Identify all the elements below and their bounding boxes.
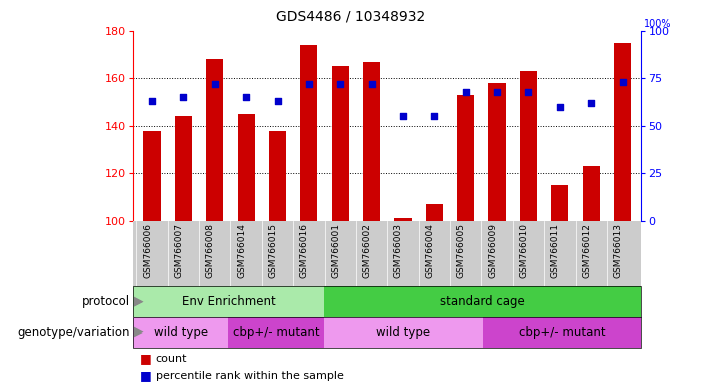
Text: ▶: ▶	[134, 327, 142, 337]
Bar	[229, 317, 324, 348]
Point	[178, 94, 189, 100]
Point	[397, 113, 409, 119]
Bar	[300, 45, 318, 221]
Text: GSM766004: GSM766004	[426, 223, 435, 278]
Bar	[482, 317, 641, 348]
Text: GSM766002: GSM766002	[362, 223, 372, 278]
Text: ■: ■	[140, 353, 152, 366]
Bar	[238, 114, 254, 221]
Bar	[614, 43, 631, 221]
Bar	[363, 61, 380, 221]
Bar	[551, 185, 569, 221]
Text: GSM766006: GSM766006	[143, 223, 152, 278]
Point	[554, 104, 566, 110]
Bar	[583, 166, 600, 221]
Text: ▶: ▶	[134, 296, 142, 306]
Bar	[206, 59, 224, 221]
Point	[209, 81, 220, 87]
Point	[523, 88, 534, 94]
Text: ▶: ▶	[130, 294, 143, 307]
Text: cbp+/- mutant: cbp+/- mutant	[519, 326, 606, 339]
Text: GDS4486 / 10348932: GDS4486 / 10348932	[276, 10, 425, 23]
Text: GSM766013: GSM766013	[613, 223, 622, 278]
Bar	[324, 317, 482, 348]
Point	[429, 113, 440, 119]
Text: GSM766001: GSM766001	[332, 223, 340, 278]
Bar	[175, 116, 192, 221]
Text: Env Enrichment: Env Enrichment	[182, 295, 275, 308]
Text: GSM766009: GSM766009	[488, 223, 497, 278]
Text: GSM766011: GSM766011	[551, 223, 560, 278]
Point	[240, 94, 252, 100]
Point	[366, 81, 377, 87]
Text: GSM766010: GSM766010	[519, 223, 529, 278]
Point	[334, 81, 346, 87]
Text: 100%: 100%	[644, 19, 672, 29]
Text: GSM766012: GSM766012	[583, 223, 591, 278]
Text: count: count	[156, 354, 187, 364]
Bar	[133, 317, 229, 348]
Bar	[269, 131, 286, 221]
Text: GSM766016: GSM766016	[300, 223, 309, 278]
Text: standard cage: standard cage	[440, 295, 525, 308]
Point	[147, 98, 158, 104]
Bar	[395, 218, 411, 221]
Text: percentile rank within the sample: percentile rank within the sample	[156, 371, 343, 381]
Bar	[332, 66, 349, 221]
Bar	[520, 71, 537, 221]
Point	[617, 79, 628, 85]
Text: ■: ■	[140, 369, 152, 382]
Text: protocol: protocol	[81, 295, 130, 308]
Bar	[489, 83, 505, 221]
Text: GSM766007: GSM766007	[175, 223, 184, 278]
Point	[491, 88, 503, 94]
Text: GSM766014: GSM766014	[237, 223, 246, 278]
Bar	[324, 286, 641, 317]
Text: GSM766008: GSM766008	[206, 223, 215, 278]
Point	[585, 100, 597, 106]
Text: ▶: ▶	[130, 325, 143, 338]
Point	[304, 81, 315, 87]
Bar	[457, 95, 475, 221]
Point	[460, 88, 471, 94]
Text: GSM766003: GSM766003	[394, 223, 403, 278]
Text: wild type: wild type	[154, 326, 208, 339]
Text: GSM766015: GSM766015	[268, 223, 278, 278]
Text: cbp+/- mutant: cbp+/- mutant	[233, 326, 320, 339]
Point	[272, 98, 283, 104]
Bar	[133, 286, 324, 317]
Bar	[144, 131, 161, 221]
Bar	[426, 204, 443, 221]
Text: genotype/variation: genotype/variation	[18, 326, 130, 339]
Text: GSM766005: GSM766005	[457, 223, 465, 278]
Text: wild type: wild type	[376, 326, 430, 339]
